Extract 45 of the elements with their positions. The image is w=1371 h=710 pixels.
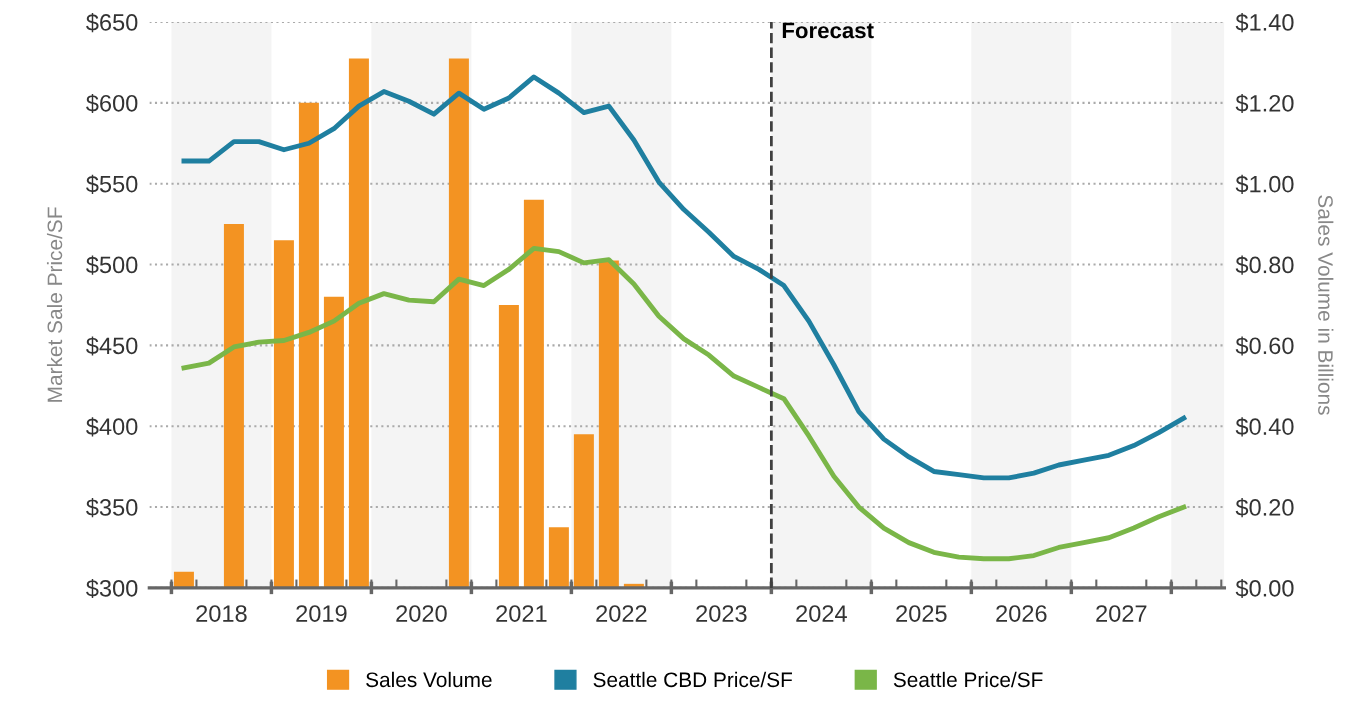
legend-label: Seattle Price/SF — [893, 671, 1043, 688]
y2-tick-label: $1.00 — [1235, 174, 1294, 194]
y-tick-label: $450 — [86, 336, 138, 356]
y-tick-label: $400 — [86, 417, 138, 437]
ref-line-label: Forecast — [782, 22, 874, 39]
bar — [548, 527, 569, 588]
y2-tick-label: $0.40 — [1235, 417, 1294, 437]
x-tick-label: 2024 — [796, 605, 847, 622]
x-tick-label: 2026 — [996, 605, 1047, 622]
line-series — [181, 74, 1187, 481]
bar — [598, 260, 619, 588]
y2-tick-label: $0.60 — [1235, 336, 1294, 356]
bar — [448, 58, 469, 588]
x-tick-label: 2025 — [896, 605, 947, 622]
bar — [223, 224, 244, 588]
bar — [273, 240, 294, 588]
bar — [298, 102, 319, 588]
x-tick-label: 2027 — [1096, 605, 1147, 622]
bar — [498, 304, 519, 588]
x-tick-label: 2019 — [296, 605, 347, 622]
bar — [323, 296, 344, 588]
y-tick-label: $350 — [86, 498, 138, 518]
y-tick-label: $550 — [86, 174, 138, 194]
y-axis-title: Market Sale Price/SF — [46, 207, 63, 402]
x-tick-label: 2021 — [496, 605, 547, 622]
x-tick-label: 2020 — [396, 605, 447, 622]
y-tick-label: $650 — [86, 13, 138, 33]
legend-label: Seattle CBD Price/SF — [593, 671, 792, 688]
line-series — [181, 245, 1187, 562]
y2-tick-label: $0.00 — [1235, 578, 1294, 599]
y-tick-label: $300 — [86, 578, 138, 599]
y2-tick-label: $0.20 — [1235, 498, 1294, 518]
bar — [348, 58, 369, 588]
bar — [523, 199, 544, 588]
x-tick-label: 2022 — [596, 605, 647, 622]
y2-tick-label: $1.40 — [1235, 13, 1294, 33]
y-tick-label: $600 — [86, 93, 138, 114]
y2-axis-title: Sales Volume in Billions — [1318, 195, 1334, 415]
y-tick-label: $500 — [86, 255, 138, 275]
y2-tick-label: $1.20 — [1235, 93, 1294, 114]
bar — [573, 434, 594, 588]
x-tick-label: 2018 — [196, 605, 247, 622]
y2-tick-label: $0.80 — [1235, 255, 1294, 275]
x-tick-label: 2023 — [696, 605, 747, 622]
legend-label: Sales Volume — [366, 671, 492, 688]
